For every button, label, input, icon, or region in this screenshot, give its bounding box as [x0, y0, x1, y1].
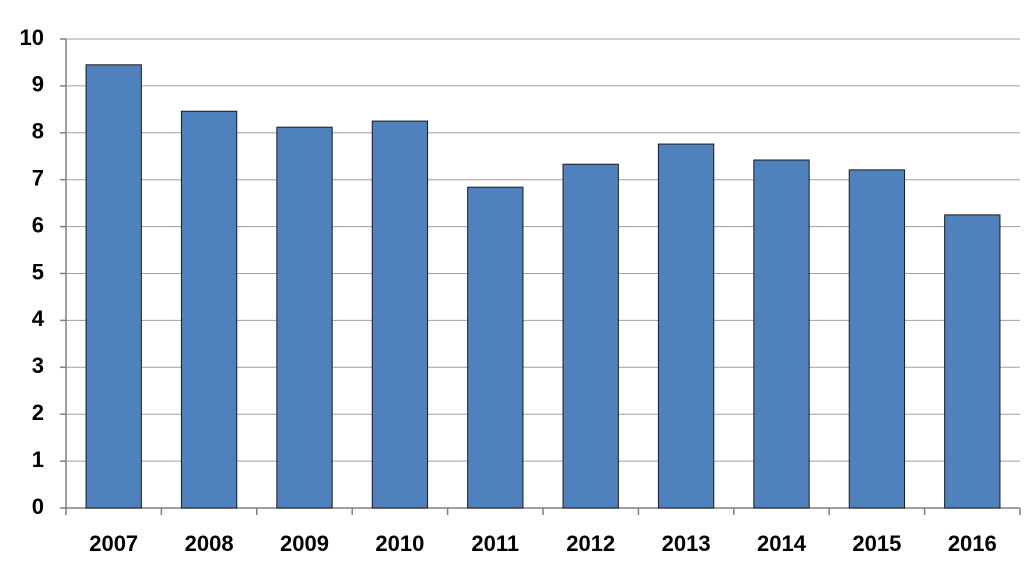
y-tick-label: 0: [32, 494, 44, 519]
x-tick-label: 2008: [185, 531, 234, 556]
bar: [180, 110, 238, 509]
bar: [657, 143, 715, 509]
y-tick-label: 1: [32, 447, 44, 472]
x-tick-label: 2009: [280, 531, 329, 556]
bar: [944, 214, 1001, 509]
x-tick-label: 2010: [375, 531, 424, 556]
bar: [753, 159, 810, 509]
y-tick-label: 7: [32, 166, 44, 191]
bar: [848, 169, 906, 509]
x-tick-label: 2007: [89, 531, 138, 556]
x-tick-label: 2011: [471, 531, 519, 556]
y-tick-label: 8: [32, 119, 44, 144]
bar: [85, 64, 142, 509]
x-tick-label: 2013: [662, 531, 711, 556]
bar: [276, 126, 333, 509]
x-tick-label: 2012: [566, 531, 615, 556]
y-tick-label: 9: [32, 72, 44, 97]
bar: [562, 163, 619, 509]
y-tick-label: 10: [20, 25, 44, 50]
y-tick-label: 4: [32, 306, 45, 331]
y-tick-label: 6: [32, 212, 44, 237]
x-tick-label: 2016: [948, 531, 997, 556]
y-tick-label: 5: [32, 259, 44, 284]
bar: [467, 186, 524, 509]
bar: [371, 120, 429, 509]
x-tick-label: 2015: [852, 531, 901, 556]
y-tick-label: 2: [32, 400, 44, 425]
x-tick-label: 2014: [757, 531, 807, 556]
y-tick-label: 3: [32, 353, 44, 378]
